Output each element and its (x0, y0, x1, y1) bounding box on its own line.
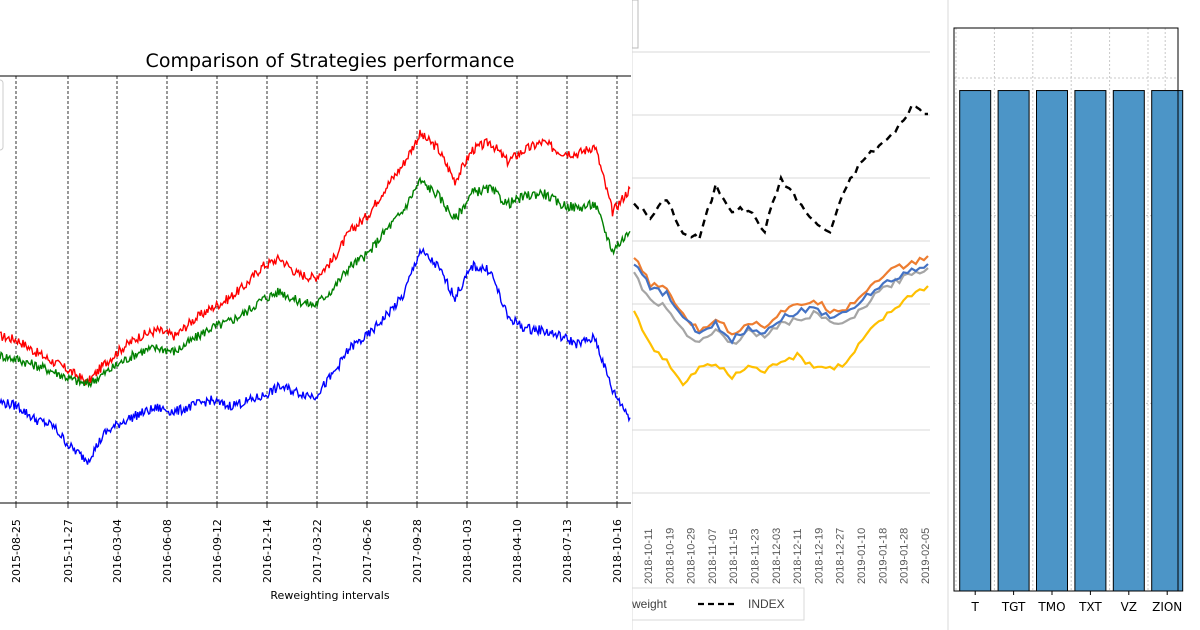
series-line-0 (633, 104, 928, 242)
index-comparison-chart: 2018-10-11 2018-10-19 2018-10-29 2018-11-07… (632, 0, 950, 630)
legend-box-edge (0, 79, 4, 151)
x-tick-label-6: 2017-03-22 (311, 519, 324, 583)
series-line-3 (633, 263, 929, 345)
plot-frame (953, 27, 1179, 592)
series-line-1 (0, 176, 631, 389)
x-tick-label-12: 2018-10-16 (611, 519, 624, 583)
x-tick-label-4: 2016-09-12 (211, 519, 224, 583)
x-tick-label-txt: TXT (1078, 600, 1102, 614)
x-tick-label-tgt: TGT (1001, 600, 1026, 614)
chart-legend: weight INDEX (632, 587, 805, 621)
x-tick-label-2: 2016-03-04 (111, 519, 124, 583)
x-tick-label-vz: VZ (1121, 600, 1137, 614)
x-tick-label-t: T (971, 600, 980, 614)
x-tick-label-12: 2019-01-28 (899, 528, 911, 584)
x-tick-label-0: 2018-10-11 (643, 529, 655, 584)
series-line-2 (0, 247, 631, 465)
x-tick-label-3: 2016-06-08 (161, 519, 174, 583)
x-tick-label-7: 2018-12-11 (792, 529, 804, 584)
x-tick-label-10: 2018-04-10 (511, 519, 524, 583)
x-tick-label-2: 2018-10-29 (686, 528, 698, 584)
x-tick-label-4: 2018-11-15 (728, 529, 740, 584)
x-tick-label-zion: ZION (1152, 600, 1182, 614)
index-comparison-plot: 2018-10-11 2018-10-19 2018-10-29 2018-11-07… (632, 0, 949, 630)
x-tick-label-8: 2018-12-19 (813, 528, 825, 584)
series-line-2 (633, 267, 929, 345)
legend-label-weight: weight (632, 597, 667, 611)
legend-label-index: INDEX (748, 597, 785, 611)
x-tick-label-7: 2017-06-26 (361, 519, 374, 583)
ticker-bar-plot: T TGT TMO TXT VZ ZION (953, 27, 1184, 614)
window-edge (632, 0, 639, 49)
x-tick-label-1: 2018-10-19 (664, 528, 676, 584)
bar-txt (1074, 90, 1107, 592)
x-tick-label-9: 2018-12-27 (835, 528, 847, 584)
x-tick-label-1: 2015-11-27 (62, 519, 75, 583)
bar-vz (1112, 90, 1145, 592)
strategies-performance-plot: Comparison of Strategies performance 201… (0, 50, 631, 602)
bar-tmo (1036, 90, 1068, 592)
x-tick-label-5: 2018-11-23 (750, 529, 762, 584)
x-tick-label-tmo: TMO (1037, 600, 1065, 614)
ticker-bar-chart: T TGT TMO TXT VZ ZION (950, 0, 1200, 630)
chart-title: Comparison of Strategies performance (146, 50, 515, 72)
series-line-1 (633, 255, 929, 336)
series-line-4 (633, 285, 929, 387)
x-tick-label-8: 2017-09-28 (411, 519, 424, 583)
x-tick-label-9: 2018-01-03 (461, 519, 474, 583)
x-tick-label-11: 2019-01-18 (877, 528, 889, 584)
x-tick-label-5: 2016-12-14 (261, 519, 274, 583)
x-tick-label-6: 2018-12-03 (771, 528, 783, 584)
strategies-performance-chart: Comparison of Strategies performance 201… (0, 50, 631, 602)
bar-t (959, 90, 992, 592)
x-tick-label-11: 2018-07-13 (561, 519, 574, 583)
x-tick-label-3: 2018-11-07 (707, 529, 719, 584)
bar-tgt (997, 90, 1030, 592)
x-axis-label: Reweighting intervals (270, 589, 389, 602)
x-tick-label-10: 2019-01-10 (856, 528, 868, 584)
series-line-0 (0, 129, 631, 386)
x-tick-label-0: 2015-08-25 (10, 519, 23, 583)
x-tick-label-13: 2019-02-05 (920, 528, 932, 584)
